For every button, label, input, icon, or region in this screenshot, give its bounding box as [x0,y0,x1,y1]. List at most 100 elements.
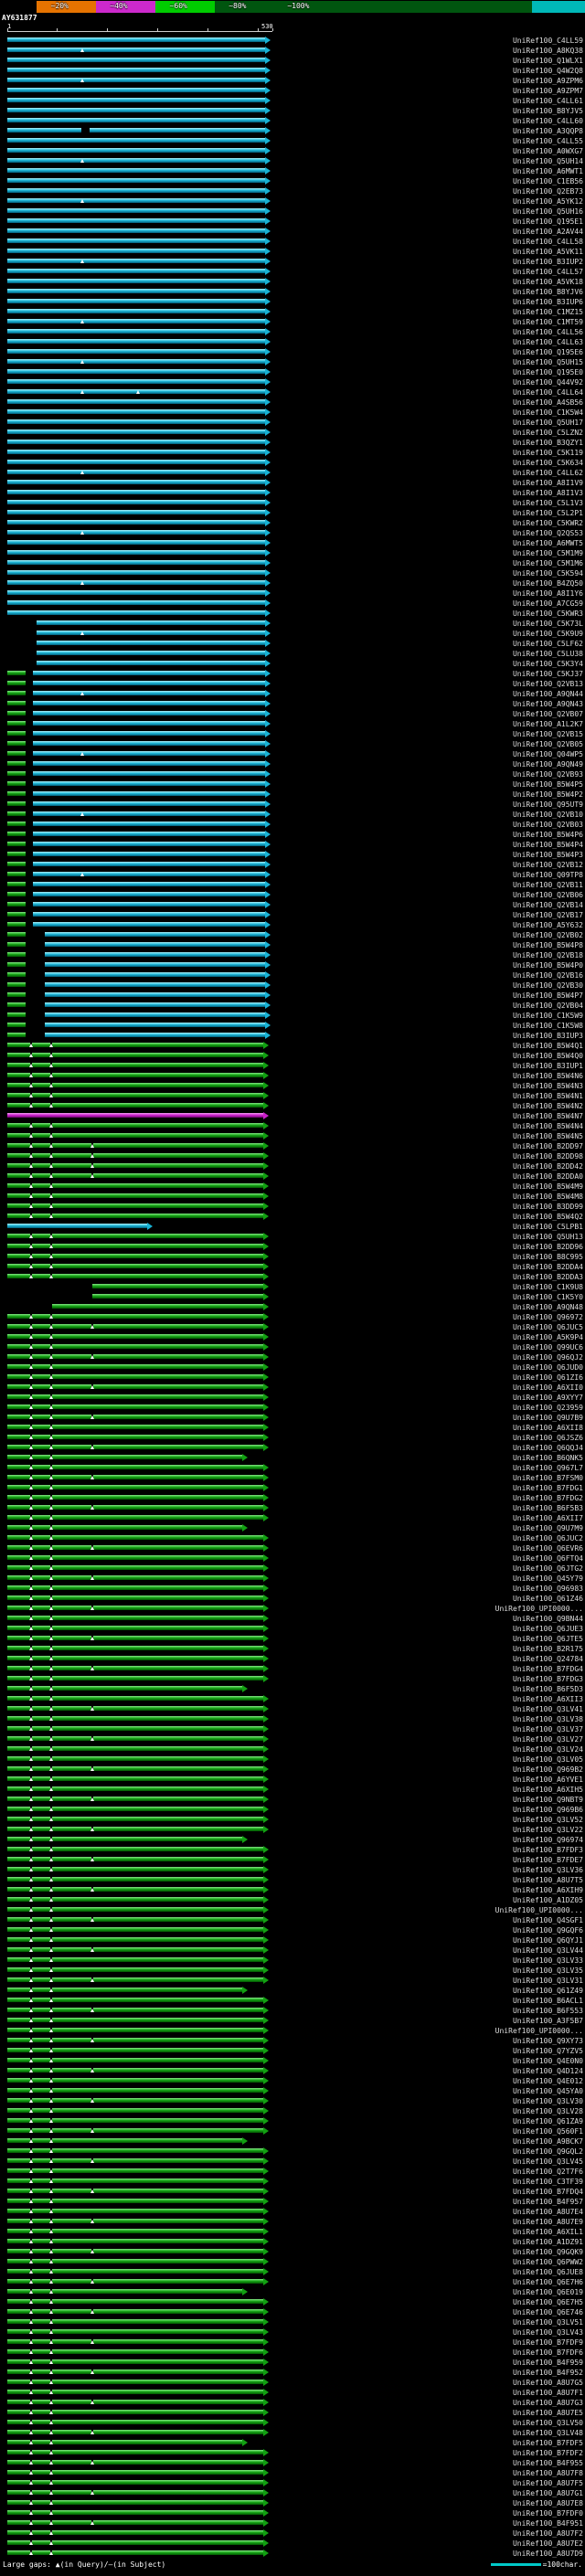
alignment-bar[interactable] [7,2460,30,2465]
hit-label[interactable]: UniRef100_Q2VB15 [512,730,583,738]
alignment-bar[interactable] [7,48,265,52]
hit-row[interactable]: UniRef100_Q2VB93 [0,769,585,779]
hit-label[interactable]: UniRef100_A8I1V3 [512,489,583,497]
alignment-bar[interactable] [92,1827,264,1831]
alignment-bar[interactable] [92,1606,264,1610]
alignment-bar[interactable] [31,1927,50,1932]
alignment-bar[interactable] [44,992,265,997]
alignment-bar[interactable] [51,2158,91,2163]
alignment-bar[interactable] [7,1485,30,1489]
alignment-bar[interactable] [31,1646,50,1650]
alignment-bar[interactable] [51,1555,264,1560]
alignment-bar[interactable] [7,2189,30,2193]
alignment-bar[interactable] [7,982,27,987]
hit-row[interactable]: UniRef100_Q9U7M9 [0,1522,585,1532]
hit-label[interactable]: UniRef100_B8YJV6 [512,288,583,296]
alignment-bar[interactable] [31,1465,50,1469]
hit-row[interactable]: UniRef100_Q6JUE8 [0,2266,585,2276]
hit-label[interactable]: UniRef100_Q9GQL2 [512,2147,583,2156]
alignment-bar[interactable] [7,68,265,72]
alignment-bar[interactable] [7,721,27,726]
alignment-bar[interactable] [37,641,265,645]
alignment-bar[interactable] [7,892,27,896]
alignment-bar[interactable] [32,822,265,826]
hit-label[interactable]: UniRef100_Q3LV05 [512,1755,583,1764]
alignment-bar[interactable] [32,801,265,806]
hit-row[interactable]: UniRef100_Q195E0 [0,366,585,376]
hit-label[interactable]: UniRef100_B6QNK5 [512,1454,583,1462]
alignment-bar[interactable] [7,1113,264,1118]
alignment-bar[interactable] [51,1264,264,1268]
hit-label[interactable]: UniRef100_A3QQP8 [512,127,583,135]
alignment-bar[interactable] [31,1585,50,1590]
hit-label[interactable]: UniRef100_Q96983 [512,1585,583,1593]
alignment-bar[interactable] [7,2339,30,2344]
hit-row[interactable]: UniRef100_A8KQ38 [0,45,585,55]
alignment-bar[interactable] [51,1857,91,1861]
hit-row[interactable]: UniRef100_A8U7D9 [0,2548,585,2558]
hit-row[interactable]: UniRef100_A8I1V3 [0,487,585,497]
hit-row[interactable]: UniRef100_Q5UH13 [0,1231,585,1241]
hit-row[interactable]: UniRef100_B5W4P7 [0,990,585,1000]
hit-row[interactable]: UniRef100_B5W4Q0 [0,1050,585,1060]
hit-label[interactable]: UniRef100_C3TF39 [512,2178,583,2186]
alignment-bar[interactable] [7,751,27,756]
alignment-bar[interactable] [51,2500,264,2505]
hit-row[interactable]: UniRef100_A8U7T5 [0,1874,585,1884]
hit-row[interactable]: UniRef100_Q45YA0 [0,2085,585,2095]
alignment-bar[interactable] [31,1897,50,1902]
alignment-bar[interactable] [7,1967,30,1972]
hit-label[interactable]: UniRef100_A1DZ91 [512,2238,583,2246]
hit-label[interactable]: UniRef100_Q3LV51 [512,2318,583,2327]
alignment-bar[interactable] [31,1877,50,1882]
alignment-bar[interactable] [51,2199,264,2203]
hit-row[interactable]: UniRef100_B7FDF6 [0,2347,585,2357]
hit-label[interactable]: UniRef100_A1DZ05 [512,1896,583,1904]
hit-label[interactable]: UniRef100_C1K5W9 [512,1012,583,1020]
alignment-bar[interactable] [31,2460,50,2465]
hit-label[interactable]: UniRef100_B6ACL1 [512,1997,583,2005]
hit-label[interactable]: UniRef100_Q1WLX1 [512,57,583,65]
hit-row[interactable]: UniRef100_Q9GQK9 [0,2246,585,2256]
hit-label[interactable]: UniRef100_Q195E6 [512,348,583,356]
alignment-bar[interactable] [7,158,265,163]
hit-row[interactable]: UniRef100_Q95UT9 [0,799,585,809]
alignment-bar[interactable] [7,1173,30,1178]
alignment-bar[interactable] [31,1636,50,1640]
alignment-bar[interactable] [51,1214,264,1218]
hit-label[interactable]: UniRef100_C1K5W4 [512,408,583,417]
hit-label[interactable]: UniRef100_A2AV44 [512,228,583,236]
alignment-bar[interactable] [31,2349,50,2354]
alignment-bar[interactable] [37,631,265,635]
hit-label[interactable]: UniRef100_A8U7D9 [512,2549,583,2558]
hit-row[interactable]: UniRef100_Q61Z46 [0,1593,585,1603]
hit-label[interactable]: UniRef100_A5VK18 [512,278,583,286]
hit-row[interactable]: UniRef100_B5W4Q2 [0,1211,585,1221]
alignment-bar[interactable] [7,1043,30,1047]
hit-row[interactable]: UniRef100_C1K5Y0 [0,1291,585,1301]
hit-label[interactable]: UniRef100_Q6E7H6 [512,2278,583,2286]
alignment-bar[interactable] [7,218,265,223]
alignment-bar[interactable] [7,1766,30,1771]
alignment-bar[interactable] [51,1616,264,1620]
alignment-bar[interactable] [7,681,27,685]
hit-row[interactable]: UniRef100_A8U7F2 [0,2528,585,2538]
alignment-bar[interactable] [32,721,265,726]
hit-label[interactable]: UniRef100_C5K3Y4 [512,660,583,668]
alignment-bar[interactable] [51,1485,264,1489]
alignment-bar[interactable] [7,2048,30,2052]
alignment-bar[interactable] [31,2470,50,2475]
hit-label[interactable]: UniRef100_Q24784 [512,1655,583,1663]
alignment-bar[interactable] [51,2460,91,2465]
alignment-bar[interactable] [31,1123,50,1128]
alignment-bar[interactable] [7,1364,30,1369]
hit-row[interactable]: UniRef100_A1L2K7 [0,718,585,728]
alignment-bar[interactable] [31,2299,50,2304]
hit-label[interactable]: UniRef100_Q61ZA9 [512,2117,583,2125]
hit-row[interactable]: UniRef100_C5LPB1 [0,1221,585,1231]
alignment-bar[interactable] [51,1455,243,1459]
hit-label[interactable]: UniRef100_B4F957 [512,2198,583,2206]
alignment-bar[interactable] [7,842,27,846]
alignment-bar[interactable] [51,1435,264,1439]
alignment-bar[interactable] [92,2520,264,2525]
